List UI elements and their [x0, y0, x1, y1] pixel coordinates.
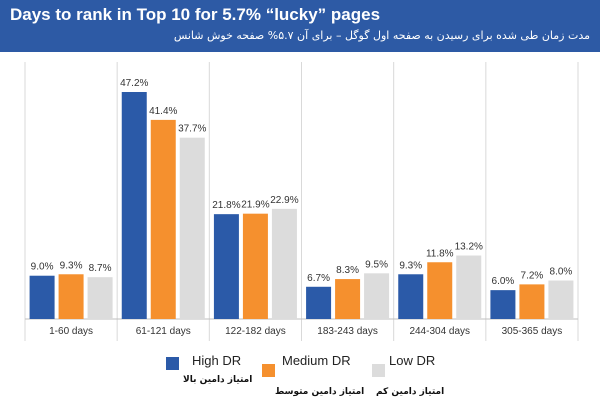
- legend-swatch-high: [166, 357, 179, 370]
- bar-medium-dr: [335, 279, 361, 319]
- data-label: 9.3%: [60, 260, 83, 271]
- bar-medium-dr: [519, 284, 545, 319]
- bar-medium-dr: [427, 262, 453, 319]
- bar-medium-dr: [150, 119, 176, 319]
- data-label: 9.0%: [31, 262, 54, 273]
- data-label: 22.9%: [270, 195, 298, 206]
- x-tick-label: 61-121 days: [136, 326, 191, 337]
- bar-high-dr: [490, 290, 516, 319]
- bar-low-dr: [548, 280, 574, 319]
- data-label: 9.5%: [365, 259, 388, 270]
- data-label: 8.7%: [89, 263, 112, 274]
- bar-medium-dr: [242, 213, 268, 319]
- data-label: 21.9%: [241, 200, 269, 211]
- bar-high-dr: [121, 92, 147, 319]
- bar-low-dr: [87, 277, 113, 319]
- bar-low-dr: [271, 208, 297, 319]
- x-tick-label: 244-304 days: [409, 326, 470, 337]
- data-label: 11.8%: [426, 248, 454, 259]
- data-label: 21.8%: [212, 200, 240, 211]
- legend-label-low: Low DR: [389, 353, 436, 368]
- data-label: 8.3%: [336, 265, 359, 276]
- data-label: 6.7%: [307, 273, 330, 284]
- bar-low-dr: [456, 255, 482, 319]
- bar-high-dr: [29, 275, 55, 319]
- x-tick-label: 1-60 days: [49, 326, 93, 337]
- data-label: 8.0%: [550, 267, 573, 278]
- legend-label-low-fa: امتیاز دامین کم: [376, 387, 445, 397]
- legend-swatch-medium: [262, 364, 275, 377]
- bar-low-dr: [179, 137, 205, 319]
- bar-low-dr: [364, 273, 390, 319]
- x-tick-label: 183-243 days: [317, 326, 378, 337]
- title-banner: Days to rank in Top 10 for 5.7% “lucky” …: [0, 0, 600, 52]
- bar-high-dr: [213, 214, 239, 319]
- legend-label-medium-fa: امتیاز دامین متوسط: [275, 387, 365, 397]
- data-label: 47.2%: [120, 78, 148, 89]
- data-label: 9.3%: [399, 260, 422, 271]
- legend-label-medium: Medium DR: [282, 353, 351, 368]
- x-tick-label: 305-365 days: [502, 326, 563, 337]
- legend-label-high: High DR: [192, 353, 242, 368]
- bar-high-dr: [306, 286, 332, 319]
- data-label: 41.4%: [149, 106, 177, 117]
- x-tick-label: 122-182 days: [225, 326, 286, 337]
- legend-swatch-low: [372, 364, 385, 377]
- chart-subtitle: مدت زمان طی شده برای رسیدن به صفحه اول گ…: [173, 29, 590, 42]
- legend-label-high-fa: امتیاز دامین بالا: [183, 375, 253, 385]
- data-label: 7.2%: [521, 270, 544, 281]
- data-label: 6.0%: [492, 276, 515, 287]
- bar-medium-dr: [58, 274, 84, 319]
- data-label: 13.2%: [455, 242, 483, 253]
- bar-high-dr: [398, 274, 424, 319]
- chart-title: Days to rank in Top 10 for 5.7% “lucky” …: [10, 5, 381, 24]
- data-label: 37.7%: [178, 124, 206, 135]
